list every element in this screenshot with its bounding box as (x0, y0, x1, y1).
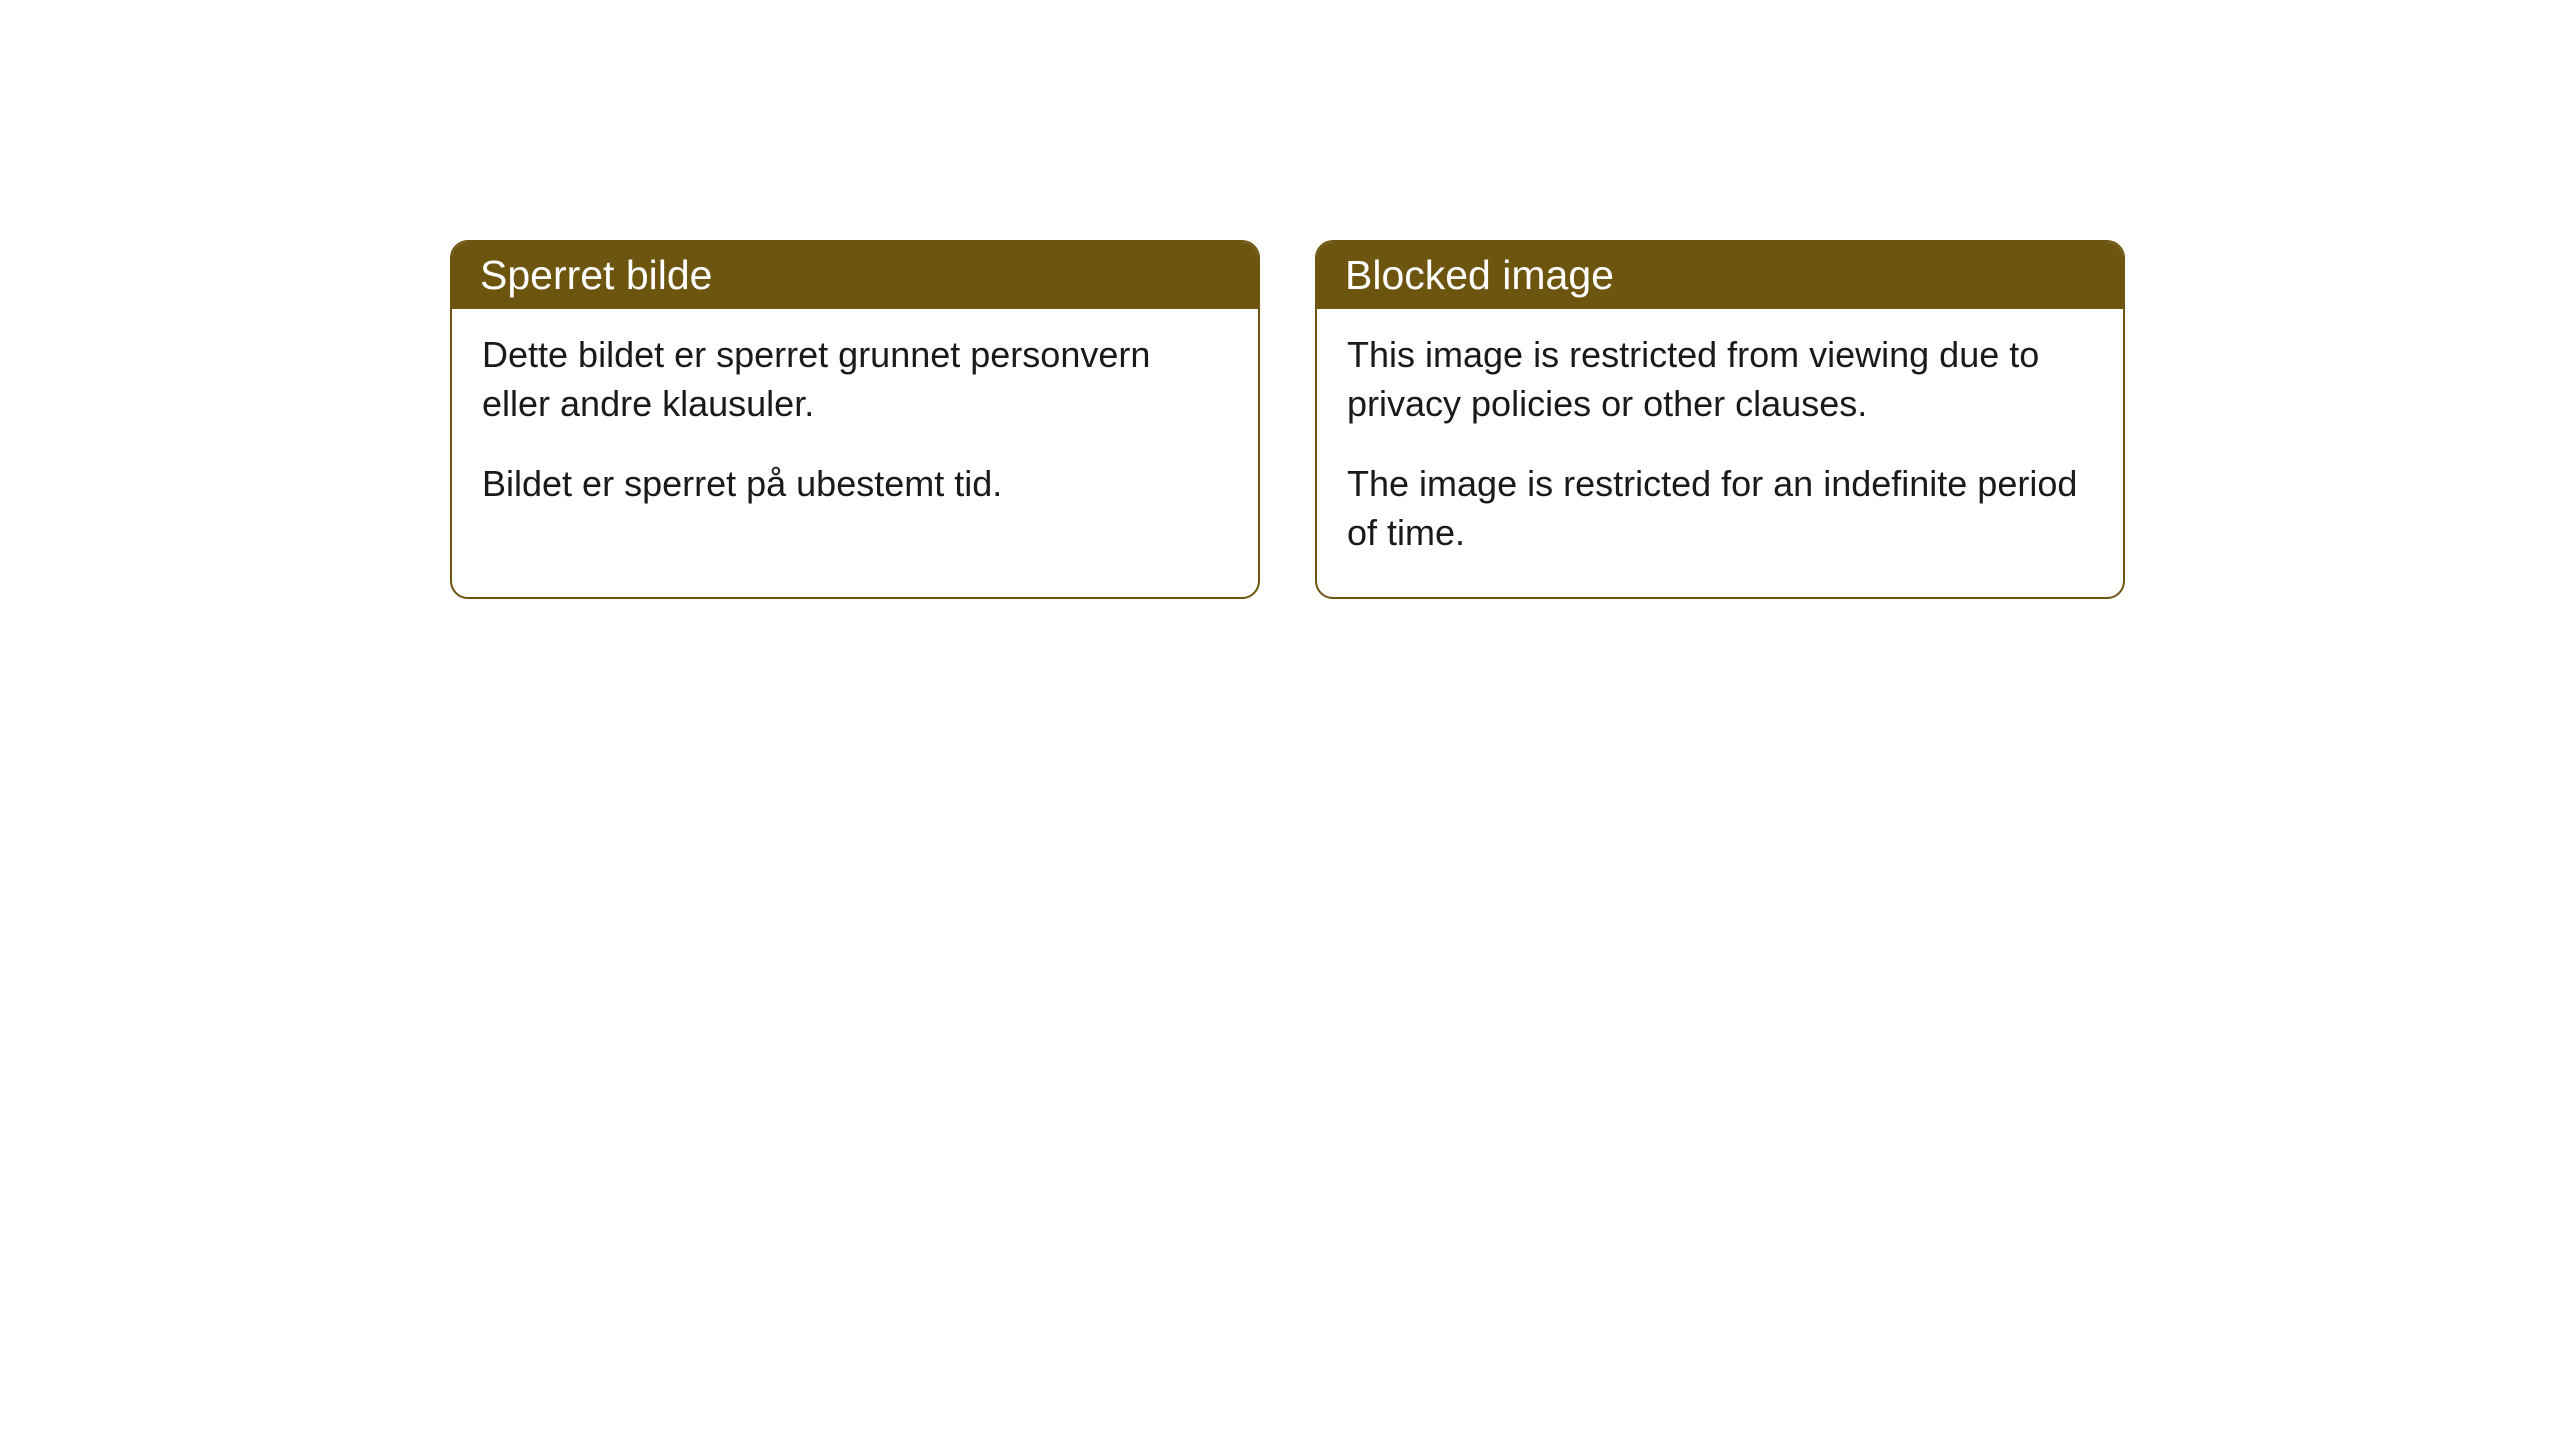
card-title-english: Blocked image (1345, 252, 1614, 298)
card-paragraph-2-english: The image is restricted for an indefinit… (1347, 460, 2093, 557)
card-header-norwegian: Sperret bilde (452, 242, 1258, 309)
card-body-norwegian: Dette bildet er sperret grunnet personve… (452, 309, 1258, 549)
card-title-norwegian: Sperret bilde (480, 252, 712, 298)
cards-container: Sperret bilde Dette bildet er sperret gr… (450, 240, 2560, 599)
card-paragraph-2-norwegian: Bildet er sperret på ubestemt tid. (482, 460, 1228, 509)
card-header-english: Blocked image (1317, 242, 2123, 309)
card-english: Blocked image This image is restricted f… (1315, 240, 2125, 599)
card-paragraph-1-english: This image is restricted from viewing du… (1347, 331, 2093, 428)
card-paragraph-1-norwegian: Dette bildet er sperret grunnet personve… (482, 331, 1228, 428)
card-body-english: This image is restricted from viewing du… (1317, 309, 2123, 597)
card-norwegian: Sperret bilde Dette bildet er sperret gr… (450, 240, 1260, 599)
